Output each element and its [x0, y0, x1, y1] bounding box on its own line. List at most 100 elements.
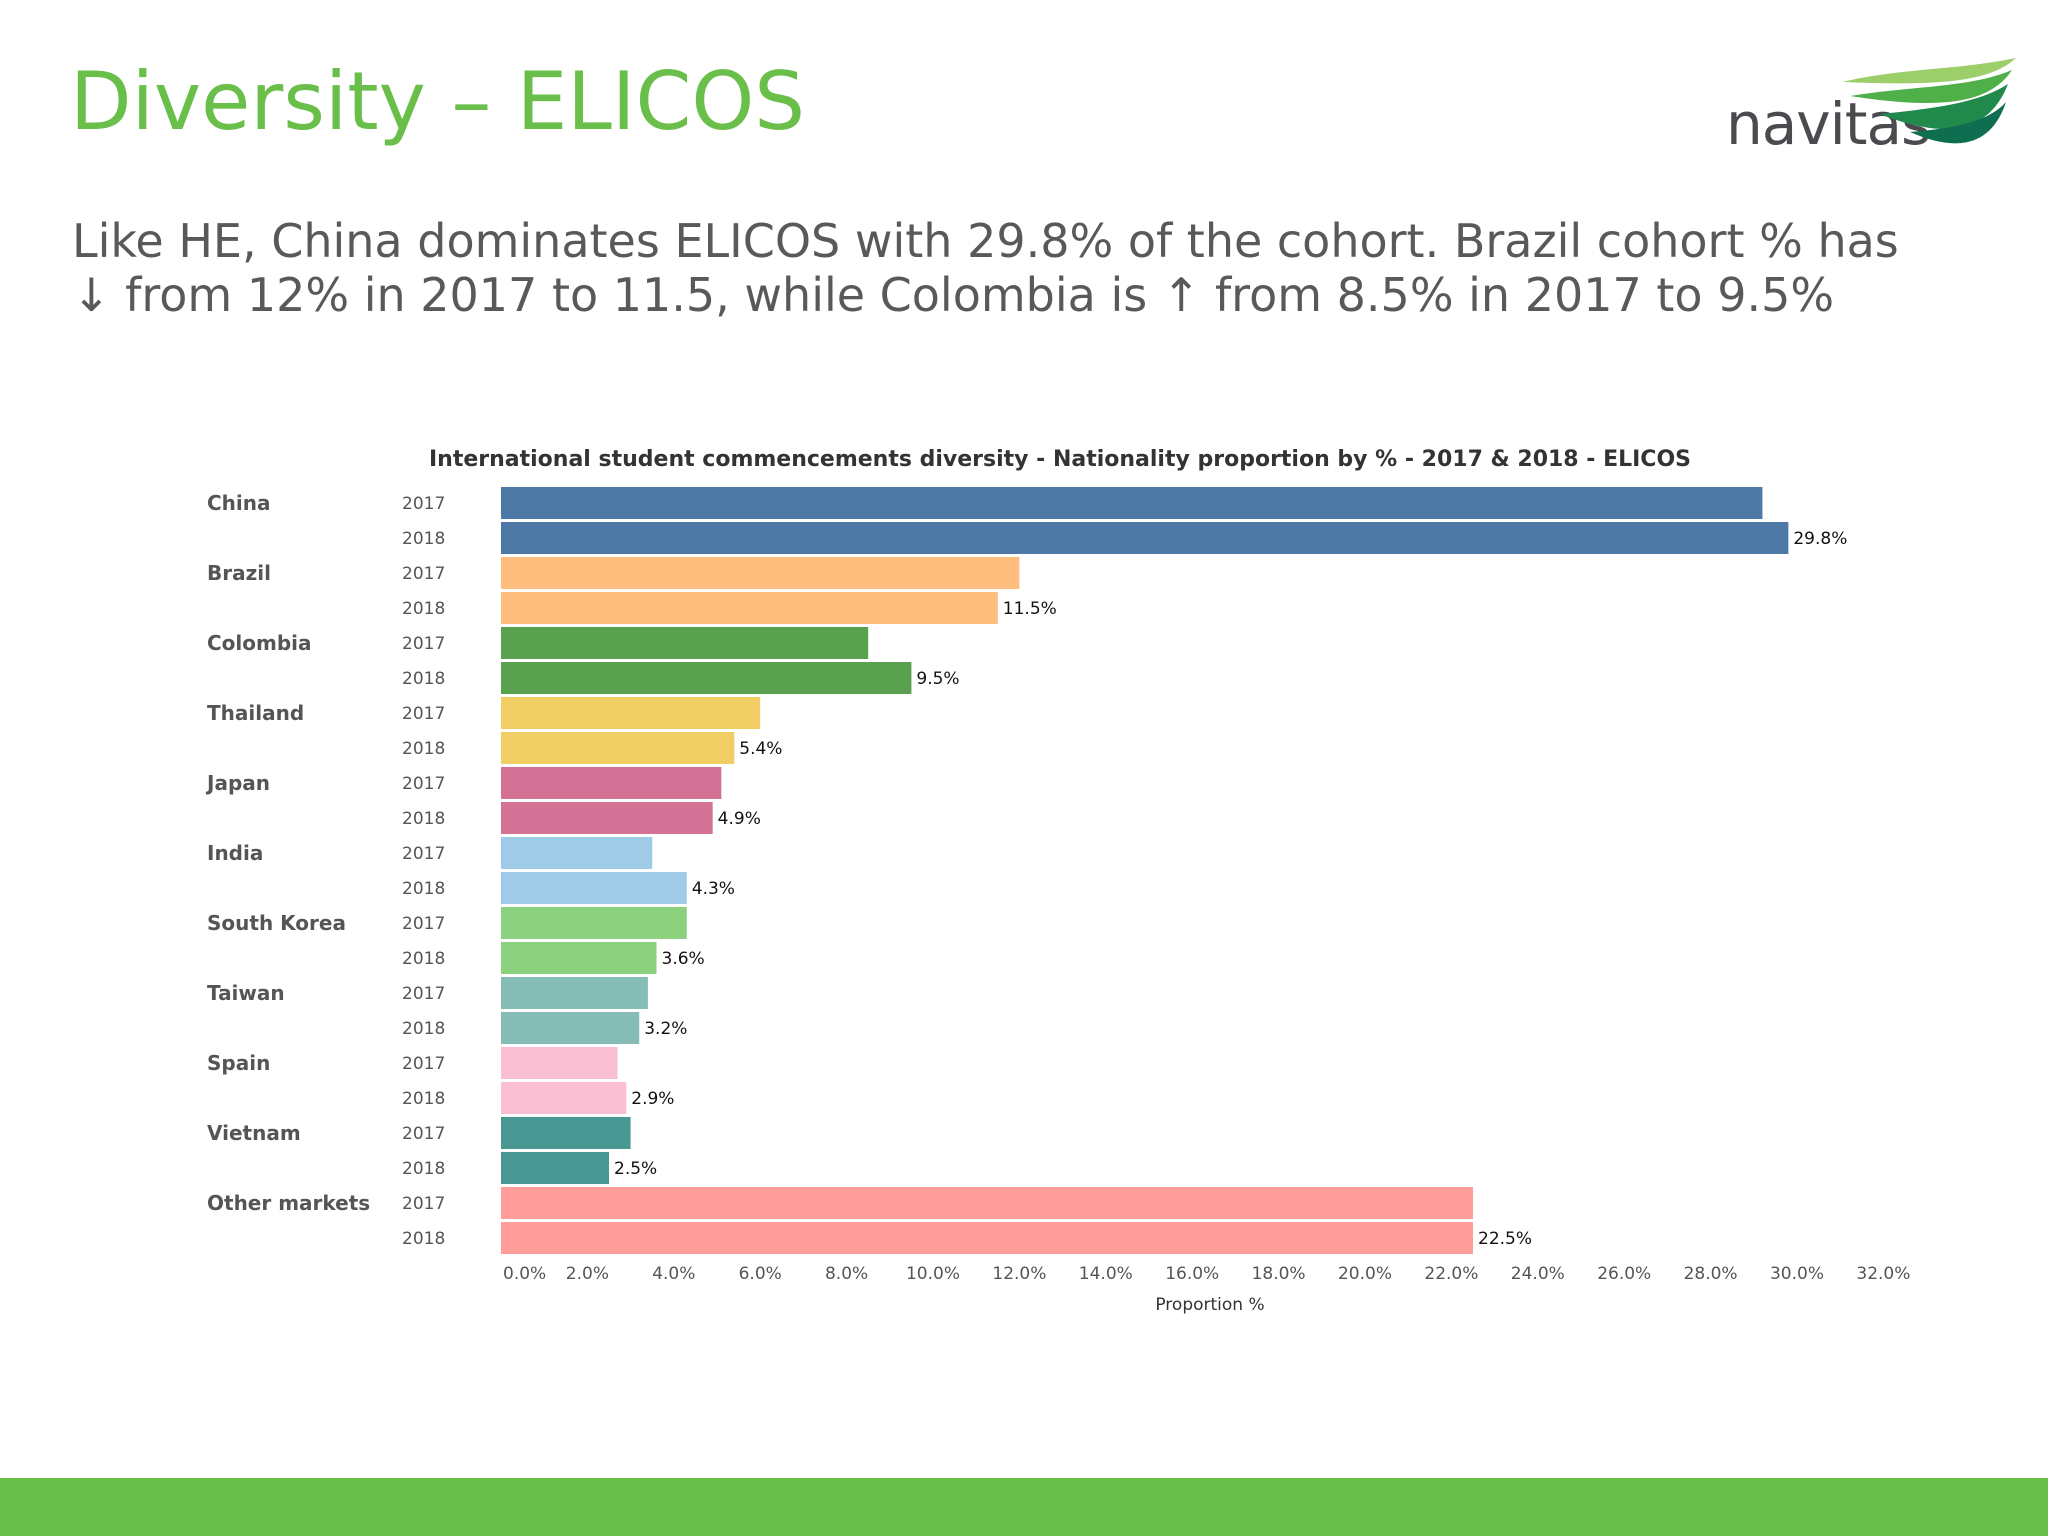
bar — [501, 767, 722, 799]
year-label: 2017 — [402, 914, 445, 934]
bar-group: Colombia 2017 2018 9.5% — [207, 627, 960, 694]
bar-group: South Korea 2017 2018 3.6% — [207, 907, 705, 974]
year-label: 2018 — [402, 949, 445, 969]
x-tick-label: 10.0% — [906, 1264, 960, 1284]
bar — [501, 837, 653, 869]
navitas-logo: navitas — [1720, 52, 2020, 162]
bar — [501, 1117, 631, 1149]
year-label: 2018 — [402, 1229, 445, 1249]
bar-group: India 2017 2018 4.3% — [207, 837, 735, 904]
slide-title: Diversity – ELICOS — [70, 55, 806, 148]
x-tick-label: 4.0% — [652, 1264, 695, 1284]
bar-group: Other markets 2017 2018 22.5% — [207, 1187, 1532, 1254]
category-label: South Korea — [207, 911, 346, 935]
swoosh-logo-icon — [1842, 58, 2016, 144]
year-label: 2017 — [402, 774, 445, 794]
year-label: 2017 — [402, 704, 445, 724]
bar — [501, 662, 912, 694]
category-label: Spain — [207, 1051, 270, 1075]
year-label: 2017 — [402, 844, 445, 864]
year-label: 2017 — [402, 1194, 445, 1214]
bar-group: Taiwan 2017 2018 3.2% — [207, 977, 687, 1044]
x-tick-label: 24.0% — [1511, 1264, 1565, 1284]
x-axis: 0.0% 2.0% 4.0% 6.0% 8.0% 10.0% 12.0% 14.0% 16.0%… — [503, 1264, 1910, 1284]
bar-group: Japan 2017 2018 4.9% — [205, 767, 761, 834]
data-label: 2.5% — [614, 1159, 657, 1179]
year-label: 2018 — [402, 1089, 445, 1109]
bar — [501, 1222, 1473, 1254]
category-label: Other markets — [207, 1191, 370, 1215]
data-label: 2.9% — [631, 1089, 674, 1109]
bar-group: Brazil 2017 2018 11.5% — [207, 557, 1057, 624]
year-label: 2017 — [402, 1054, 445, 1074]
year-label: 2017 — [402, 564, 445, 584]
bar — [501, 627, 869, 659]
data-label: 5.4% — [739, 739, 782, 759]
x-tick-label: 8.0% — [825, 1264, 868, 1284]
bar — [501, 1082, 627, 1114]
bar — [501, 1187, 1473, 1219]
year-label: 2018 — [402, 529, 445, 549]
bar — [501, 1047, 618, 1079]
slide-body-text: Like HE, China dominates ELICOS with 29.… — [72, 214, 1899, 322]
bar-group: Spain 2017 2018 2.9% — [207, 1047, 674, 1114]
x-tick-label: 2.0% — [566, 1264, 609, 1284]
year-label: 2017 — [402, 984, 445, 1004]
bar — [501, 872, 687, 904]
data-label: 22.5% — [1478, 1229, 1532, 1249]
bar — [501, 732, 735, 764]
year-label: 2018 — [402, 739, 445, 759]
category-label: China — [207, 491, 271, 515]
bar — [501, 697, 761, 729]
x-tick-label: 18.0% — [1252, 1264, 1306, 1284]
bar — [501, 977, 648, 1009]
bar-groups: China 2017 2018 29.8% Brazil 2017 2018 11.5% Col… — [205, 487, 1847, 1254]
data-label: 4.3% — [692, 879, 735, 899]
bar — [501, 942, 657, 974]
x-tick-label: 22.0% — [1424, 1264, 1478, 1284]
x-tick-label: 20.0% — [1338, 1264, 1392, 1284]
year-label: 2018 — [402, 599, 445, 619]
year-label: 2018 — [402, 809, 445, 829]
bar — [501, 1012, 640, 1044]
x-tick-label: 6.0% — [739, 1264, 782, 1284]
x-tick-label: 28.0% — [1684, 1264, 1738, 1284]
category-label: Vietnam — [207, 1121, 301, 1145]
bar-group: Vietnam 2017 2018 2.5% — [207, 1117, 657, 1184]
data-label: 9.5% — [916, 669, 959, 689]
bar — [501, 1152, 609, 1184]
bar — [501, 522, 1789, 554]
year-label: 2018 — [402, 879, 445, 899]
x-axis-label: Proportion % — [1155, 1295, 1264, 1315]
data-label: 3.2% — [644, 1019, 687, 1039]
category-label: Colombia — [207, 631, 312, 655]
x-tick-label: 26.0% — [1597, 1264, 1651, 1284]
year-label: 2018 — [402, 669, 445, 689]
bar — [501, 907, 687, 939]
category-label: Thailand — [207, 701, 304, 725]
x-tick-label: 12.0% — [992, 1264, 1046, 1284]
footer-bar — [0, 1478, 2048, 1536]
bar — [501, 592, 998, 624]
data-label: 3.6% — [662, 949, 705, 969]
year-label: 2017 — [402, 634, 445, 654]
bar-group: China 2017 2018 29.8% — [207, 487, 1847, 554]
bar — [501, 557, 1020, 589]
x-tick-label: 30.0% — [1770, 1264, 1824, 1284]
year-label: 2017 — [402, 1124, 445, 1144]
year-label: 2018 — [402, 1019, 445, 1039]
x-tick-label: 16.0% — [1165, 1264, 1219, 1284]
x-tick-label: 32.0% — [1856, 1264, 1910, 1284]
chart-title: International student commencements dive… — [429, 447, 1691, 472]
nationality-bar-chart: International student commencements dive… — [205, 447, 1910, 1315]
x-tick-label: 14.0% — [1079, 1264, 1133, 1284]
category-label: India — [207, 841, 263, 865]
data-label: 29.8% — [1793, 529, 1847, 549]
bar — [501, 802, 713, 834]
bar — [501, 487, 1763, 519]
category-label: Taiwan — [207, 981, 285, 1005]
category-label: Japan — [205, 771, 270, 795]
year-label: 2017 — [402, 494, 445, 514]
bar-group: Thailand 2017 2018 5.4% — [207, 697, 782, 764]
year-label: 2018 — [402, 1159, 445, 1179]
